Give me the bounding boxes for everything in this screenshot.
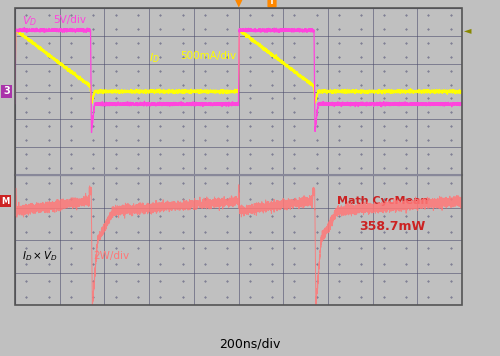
Text: 5V/div: 5V/div — [53, 15, 86, 25]
Text: ◄: ◄ — [464, 25, 471, 35]
Text: Math CycMean: Math CycMean — [337, 196, 428, 206]
Text: 200ns/div: 200ns/div — [220, 337, 280, 351]
Text: 500mA/div: 500mA/div — [180, 51, 236, 62]
Text: $I_D \times V_D$: $I_D \times V_D$ — [22, 249, 58, 262]
Text: ▼: ▼ — [234, 0, 243, 8]
Text: 2W/div: 2W/div — [93, 251, 130, 261]
Text: T: T — [269, 0, 275, 6]
Text: 358.7mW: 358.7mW — [359, 220, 426, 234]
Text: $I_D$: $I_D$ — [149, 51, 160, 65]
Text: 3: 3 — [3, 87, 10, 96]
Text: $V_D$: $V_D$ — [22, 15, 37, 28]
Text: M: M — [2, 197, 10, 205]
